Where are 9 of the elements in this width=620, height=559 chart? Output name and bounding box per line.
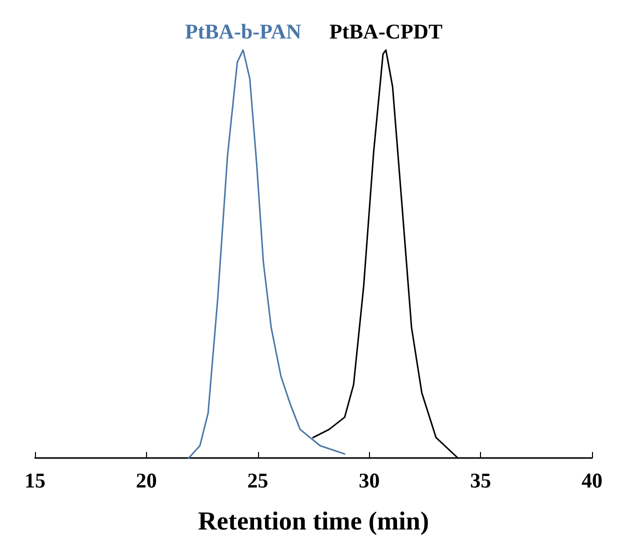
x-tick-label: 20 xyxy=(136,468,157,492)
x-tick-label: 25 xyxy=(247,468,268,492)
x-tick-label: 30 xyxy=(358,468,380,492)
x-tick-label: 35 xyxy=(470,468,492,492)
x-axis-title: Retention time (min) xyxy=(198,506,430,536)
series-label: PtBA-CPDT xyxy=(329,20,442,44)
series-label: PtBA-b-PAN xyxy=(184,20,302,44)
x-tick-label: 40 xyxy=(582,468,602,492)
x-tick-label: 15 xyxy=(24,468,46,492)
